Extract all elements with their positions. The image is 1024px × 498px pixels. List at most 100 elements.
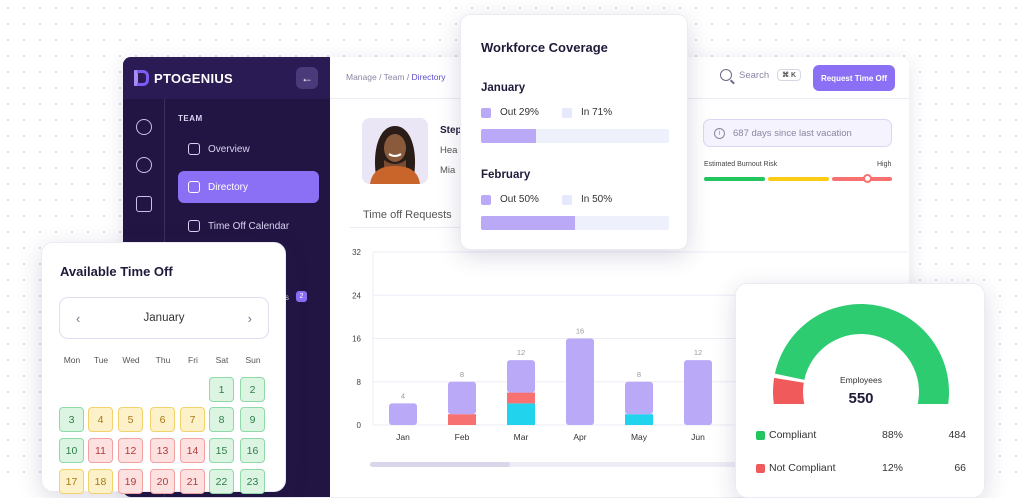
grid-icon (188, 143, 200, 155)
time-off-requests-title: Time off Requests (363, 209, 452, 221)
bar-segment (507, 392, 535, 404)
month-selector-label: January (143, 312, 185, 324)
sidebar-item-partial[interactable]: s (285, 293, 289, 302)
calendar-day[interactable]: 14 (180, 438, 205, 463)
divider (350, 227, 460, 228)
calendar-icon (188, 220, 200, 232)
breadcrumb-manage[interactable]: Manage (346, 72, 377, 82)
weekday-label: Mon (63, 355, 81, 365)
bar-total-label: 16 (576, 327, 584, 336)
calendar-day[interactable]: 19 (118, 469, 143, 494)
brand-name: PTOGENIUS (154, 70, 234, 86)
calendar-day[interactable]: 11 (88, 438, 113, 463)
gauge-segment-not-compliant (773, 377, 805, 404)
x-tick-label: Feb (455, 432, 470, 442)
x-tick-label: Apr (573, 432, 586, 442)
sidebar-item-directory[interactable]: Directory (178, 171, 319, 203)
available-time-off-card: Available Time Off ‹ January › Mon Tue Wed… (41, 242, 286, 494)
calendar-day[interactable]: 12 (118, 438, 143, 463)
calendar-day[interactable]: 22 (209, 469, 234, 494)
avatar (362, 118, 428, 184)
request-time-off-button[interactable]: Request Time Off (813, 65, 895, 91)
calendar-day[interactable]: 5 (118, 407, 143, 432)
calendar-day[interactable]: 23 (240, 469, 265, 494)
calendar-day[interactable]: 1 (209, 377, 234, 402)
coverage-bar-fill-february (481, 216, 575, 230)
nav-section-title: TEAM (178, 114, 203, 123)
calendar-day[interactable]: 21 (180, 469, 205, 494)
screen-add-icon[interactable] (136, 196, 152, 212)
y-tick-label: 32 (352, 248, 361, 257)
chart-scrollbar[interactable] (370, 462, 750, 467)
chevron-right-icon[interactable]: › (247, 310, 252, 326)
calendar-day[interactable]: 16 (240, 438, 265, 463)
bar-total-label: 8 (637, 370, 641, 379)
bar-segment (507, 403, 535, 425)
x-tick-label: Jan (396, 432, 410, 442)
legend-out-february: Out 50% (481, 194, 539, 205)
calendar-day[interactable]: 3 (59, 407, 84, 432)
weekday-label: Thu (155, 355, 171, 365)
employee-role: Hea (440, 145, 458, 156)
compliance-gauge-card: Employees 550 Compliant 88% 484 Not Comp… (735, 283, 985, 498)
risk-segment-high (832, 177, 892, 181)
bar-total-label: 12 (517, 348, 525, 357)
breadcrumb-directory: Directory (411, 72, 446, 82)
compliance-gauge (773, 304, 949, 404)
y-tick-label: 0 (357, 421, 362, 430)
calendar-day[interactable]: 13 (150, 438, 175, 463)
bar-total-label: 12 (694, 348, 702, 357)
weekday-label: Wed (122, 355, 140, 365)
calendar-day[interactable]: 10 (59, 438, 84, 463)
breadcrumb: Manage / Team / Directory (346, 72, 446, 82)
coverage-bar-fill-january (481, 129, 536, 143)
available-time-off-title: Available Time Off (60, 264, 173, 279)
y-tick-label: 24 (352, 291, 361, 300)
x-tick-label: May (631, 432, 648, 442)
weekday-label: Tue (93, 355, 109, 365)
brand-bar: PTOGENIUS ← (123, 57, 330, 99)
lightbulb-icon[interactable] (136, 157, 152, 173)
bar-total-label: 4 (401, 391, 405, 400)
x-tick-label: Jun (691, 432, 705, 442)
calendar-day[interactable]: 9 (240, 407, 265, 432)
chart-scrollbar-thumb[interactable] (370, 462, 510, 467)
clock-icon[interactable] (136, 119, 152, 135)
bar-segment (448, 381, 476, 415)
legend-swatch (756, 464, 765, 473)
logo-icon (134, 70, 149, 86)
calendar-day[interactable]: 6 (150, 407, 175, 432)
y-tick-label: 16 (352, 335, 361, 344)
coverage-bar-january (481, 129, 669, 143)
calendar-day[interactable]: 15 (209, 438, 234, 463)
risk-segment-low (704, 177, 765, 181)
search-box[interactable]: Search ⌘ K (720, 69, 802, 81)
bar-segment (625, 414, 653, 425)
workforce-coverage-title: Workforce Coverage (481, 40, 608, 55)
bar-segment (507, 360, 535, 393)
bar-segment (566, 338, 594, 425)
calendar-day[interactable]: 7 (180, 407, 205, 432)
chevron-left-icon[interactable]: ‹ (76, 310, 81, 326)
id-card-icon (188, 181, 200, 193)
calendar-day[interactable]: 18 (88, 469, 113, 494)
bar-total-label: 8 (460, 370, 464, 379)
workforce-coverage-card: Workforce Coverage January Out 29% In 71… (460, 14, 688, 250)
breadcrumb-team[interactable]: Team (383, 72, 405, 82)
weekday-label: Sat (215, 355, 229, 365)
x-tick-label: Mar (514, 432, 529, 442)
calendar-day[interactable]: 17 (59, 469, 84, 494)
legend-row-not-compliant: Not Compliant 12% 66 (756, 462, 966, 476)
bar-segment (684, 360, 712, 425)
sidebar-item-time-off-calendar[interactable]: Time Off Calendar (178, 210, 319, 242)
calendar-day[interactable]: 8 (209, 407, 234, 432)
weekday-label: Sun (245, 355, 261, 365)
collapse-sidebar-button[interactable]: ← (296, 67, 318, 89)
calendar-day[interactable]: 4 (88, 407, 113, 432)
sidebar-item-overview[interactable]: Overview (178, 133, 319, 165)
calendar-day[interactable]: 20 (150, 469, 175, 494)
sidebar-count-badge: 2 (296, 291, 307, 302)
legend-in-february: In 50% (562, 194, 612, 205)
gauge-total: 550 (848, 390, 874, 407)
calendar-day[interactable]: 2 (240, 377, 265, 402)
